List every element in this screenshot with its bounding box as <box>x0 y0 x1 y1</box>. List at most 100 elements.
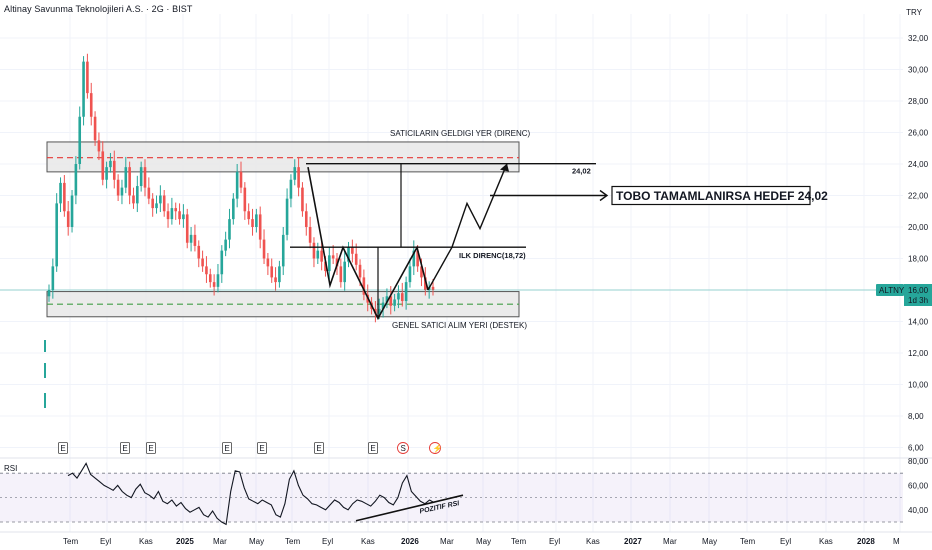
resistance-zone <box>46 141 520 173</box>
time-axis-label: May <box>702 537 717 546</box>
candle-body <box>420 266 423 278</box>
projected-path-arrowhead <box>500 163 509 172</box>
price-tick-label: 10,00 <box>908 381 929 390</box>
candle-body <box>59 182 62 204</box>
candle-body <box>185 214 189 243</box>
rsi-tick-label: 60,00 <box>908 481 929 490</box>
candle-body <box>212 282 216 287</box>
candle-body <box>112 160 116 180</box>
symbol-badge-text: ALTNY <box>879 286 905 295</box>
candle-body <box>193 234 197 246</box>
symbol-badge <box>876 284 904 296</box>
candle-body <box>358 264 362 278</box>
earnings-marker <box>222 442 232 454</box>
candle-body <box>47 290 51 297</box>
candle-body <box>301 187 304 212</box>
candle-body <box>389 296 393 306</box>
candle-body <box>120 187 124 196</box>
candle-body <box>381 302 385 309</box>
time-axis-label: Kas <box>139 537 153 546</box>
candle-body <box>266 258 270 267</box>
candle-body <box>320 250 323 262</box>
candle-body <box>343 261 346 283</box>
time-axis-label: Eyl <box>322 537 333 546</box>
price-tick-label: 28,00 <box>908 97 929 106</box>
candle-body <box>101 151 105 180</box>
candle-body <box>335 258 339 267</box>
candle-body <box>424 277 427 290</box>
candle-body <box>278 266 281 283</box>
candle-body <box>385 296 389 303</box>
earnings-marker-text: E <box>370 444 375 453</box>
price-tick-label: 30,00 <box>908 66 929 75</box>
candle-body <box>136 186 139 204</box>
time-axis-label: Kas <box>819 537 833 546</box>
candle-body <box>377 308 381 314</box>
price-tick-label: 22,00 <box>908 192 929 201</box>
earnings-marker-text: E <box>259 444 264 453</box>
support-zone-label: GENEL SATICI ALIM YERI (DESTEK) <box>392 321 527 330</box>
time-axis-label: M <box>893 537 900 546</box>
candle-body <box>178 211 181 220</box>
split-marker <box>397 442 409 454</box>
candle-body <box>274 277 277 283</box>
currency-label: TRY <box>906 8 922 17</box>
time-axis-label: 2026 <box>401 537 419 546</box>
candle-body <box>55 203 58 267</box>
rsi-tick-label: 80,00 <box>908 457 929 466</box>
earnings-marker <box>314 442 324 454</box>
candle-body <box>251 219 254 227</box>
time-axis-label: May <box>476 537 491 546</box>
candle-body <box>224 239 227 251</box>
candle-body <box>316 250 320 259</box>
rsi-tick-label: 40,00 <box>908 506 929 515</box>
earnings-marker-text: E <box>60 444 65 453</box>
candle-body <box>132 195 135 204</box>
time-axis-label: Eyl <box>100 537 111 546</box>
time-axis-label: Kas <box>361 537 375 546</box>
candle-body <box>143 167 147 188</box>
candle-body <box>339 266 343 283</box>
candle-body <box>347 247 350 262</box>
candle-body <box>374 308 377 314</box>
price-tick-label: 24,00 <box>908 160 929 169</box>
candle-body <box>139 167 143 187</box>
candle-body <box>404 282 408 302</box>
candle-body <box>109 160 112 168</box>
earnings-marker-text: E <box>316 444 321 453</box>
earnings-marker <box>120 442 130 454</box>
candle-body <box>312 242 316 259</box>
candle-body <box>70 195 74 227</box>
candle-body <box>128 167 131 196</box>
resistance-zone-label: SATICILARIN GELDIGI YER (DIRENC) <box>390 129 531 138</box>
projected-path <box>427 163 508 291</box>
price-tick-label: 12,00 <box>908 349 929 358</box>
time-axis-label: Eyl <box>549 537 560 546</box>
candle-body <box>431 286 435 290</box>
candle-body <box>293 167 297 180</box>
time-axis-label: Tem <box>63 537 78 546</box>
candle-body <box>66 211 70 227</box>
target-callout-arrowhead <box>599 189 609 202</box>
candle-body <box>416 250 419 267</box>
candle-body <box>89 93 93 117</box>
candle-body <box>393 299 396 306</box>
candle-body <box>289 179 293 199</box>
time-axis-label: Mar <box>440 537 454 546</box>
candle-body <box>155 203 158 209</box>
last-price-badge <box>904 284 932 306</box>
earnings-marker-text: E <box>224 444 229 453</box>
candle-body <box>162 195 166 212</box>
rsi-trendline <box>355 494 464 522</box>
time-axis-label: May <box>249 537 264 546</box>
candle-body <box>93 116 97 141</box>
candle-body <box>412 250 416 267</box>
time-axis-label: Mar <box>213 537 227 546</box>
candle-body <box>235 171 239 199</box>
candle-body <box>147 187 151 199</box>
time-axis-label: Tem <box>285 537 300 546</box>
price-tick-label: 32,00 <box>908 34 929 43</box>
candle-body <box>174 208 178 212</box>
candle-body <box>166 211 170 220</box>
